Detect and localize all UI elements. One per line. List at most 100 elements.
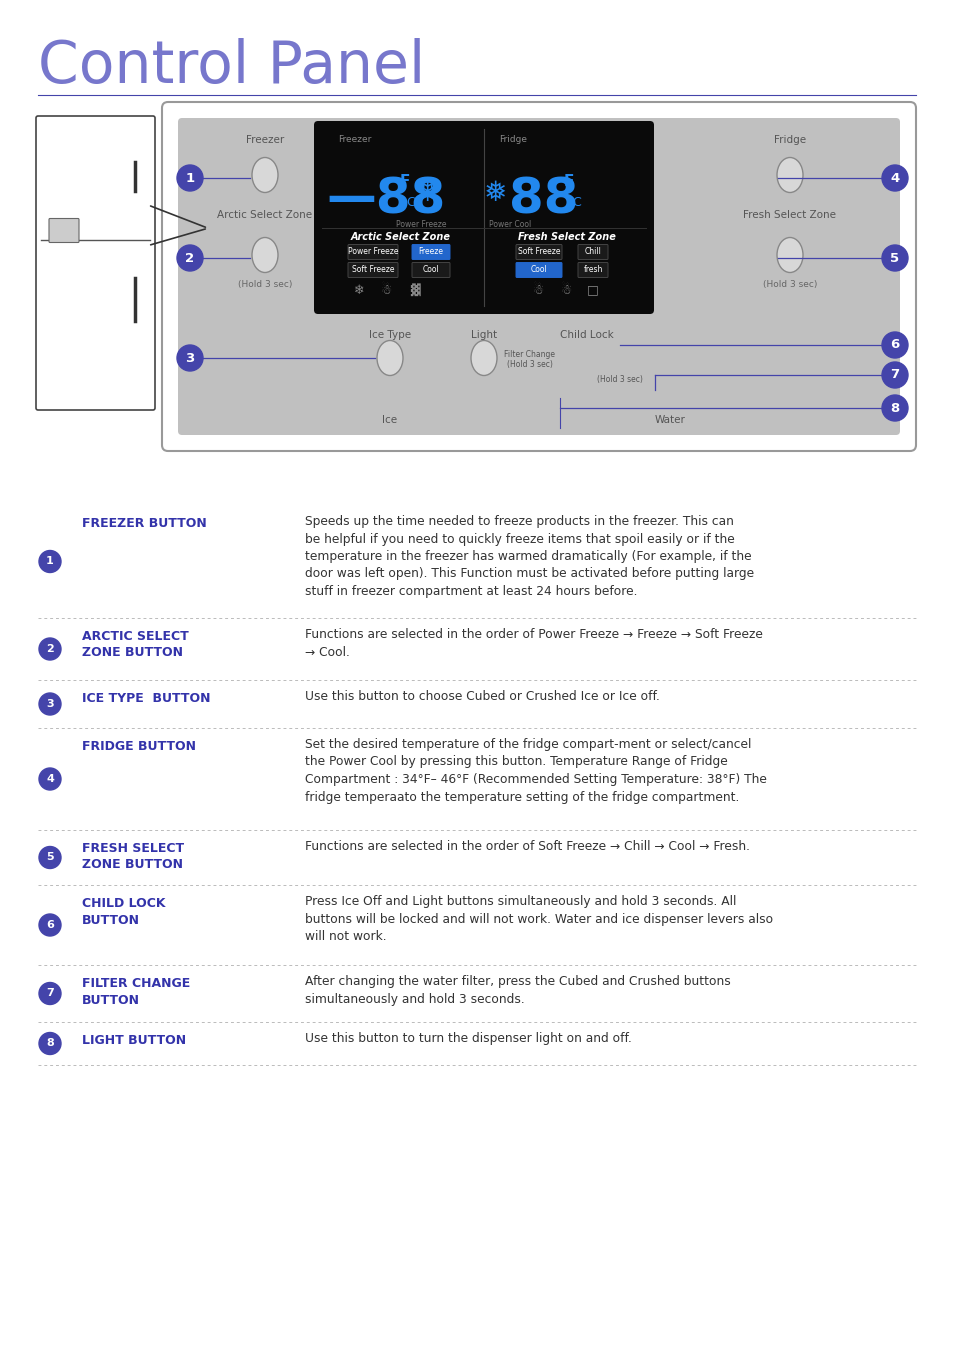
Text: Speeds up the time needed to freeze products in the freezer. This can
be helpful: Speeds up the time needed to freeze prod… [305,514,753,598]
Text: Fresh Select Zone: Fresh Select Zone [742,211,836,220]
Text: fresh: fresh [582,266,602,274]
Text: Arctic Select Zone: Arctic Select Zone [351,232,451,242]
Ellipse shape [252,158,277,193]
Text: F: F [563,174,574,189]
Text: ARCTIC SELECT
ZONE BUTTON: ARCTIC SELECT ZONE BUTTON [82,630,189,660]
Text: 2: 2 [185,251,194,265]
Ellipse shape [776,238,802,273]
Text: FRESH SELECT
ZONE BUTTON: FRESH SELECT ZONE BUTTON [82,842,184,872]
Text: 3: 3 [185,351,194,364]
FancyBboxPatch shape [49,219,79,243]
Text: (Hold 3 sec): (Hold 3 sec) [597,375,642,383]
Text: FILTER CHANGE
BUTTON: FILTER CHANGE BUTTON [82,977,190,1007]
Text: 6: 6 [889,339,899,351]
Text: ❅: ❅ [416,180,439,207]
Text: 7: 7 [46,988,53,999]
Text: FREEZER BUTTON: FREEZER BUTTON [82,517,207,531]
Text: Water: Water [654,414,684,425]
Circle shape [39,639,61,660]
Text: Ice: Ice [382,414,397,425]
Text: LIGHT BUTTON: LIGHT BUTTON [82,1034,186,1048]
Text: After changing the water filter, press the Cubed and Crushed buttons
simultaneou: After changing the water filter, press t… [305,975,730,1006]
Text: Use this button to turn the dispenser light on and off.: Use this button to turn the dispenser li… [305,1031,631,1045]
FancyBboxPatch shape [178,117,899,435]
Text: ☃: ☃ [381,284,393,297]
Text: (Hold 3 sec): (Hold 3 sec) [762,279,817,289]
Ellipse shape [376,340,402,375]
Text: Cool: Cool [422,266,439,274]
Text: Freezer: Freezer [337,135,371,144]
Text: C: C [406,197,415,209]
Text: ICE TYPE  BUTTON: ICE TYPE BUTTON [82,693,211,705]
Text: ☃: ☃ [560,284,572,297]
Circle shape [882,165,907,190]
Text: ❄: ❄ [354,284,364,297]
Text: (Hold 3 sec): (Hold 3 sec) [237,279,292,289]
Text: Light: Light [471,329,497,340]
FancyBboxPatch shape [578,244,607,259]
Text: 1: 1 [185,171,194,185]
Circle shape [39,983,61,1004]
Text: Set the desired temperature of the fridge compart-ment or select/cancel
the Powe: Set the desired temperature of the fridg… [305,738,766,803]
Text: Arctic Select Zone: Arctic Select Zone [217,211,313,220]
Text: FRIDGE BUTTON: FRIDGE BUTTON [82,740,195,753]
Text: ❅: ❅ [484,180,507,207]
Text: Functions are selected in the order of Power Freeze → Freeze → Soft Freeze
→ Coo: Functions are selected in the order of P… [305,628,762,659]
Text: Chill: Chill [584,247,600,256]
Circle shape [882,332,907,358]
Text: 88: 88 [509,176,578,224]
Circle shape [177,165,203,190]
Circle shape [39,1033,61,1054]
Text: Soft Freeze: Soft Freeze [352,266,394,274]
Text: Freezer: Freezer [246,135,284,144]
Text: 5: 5 [889,251,899,265]
Text: –: – [399,194,405,204]
Text: ☃: ☃ [533,284,544,297]
Text: Control Panel: Control Panel [38,38,425,95]
Text: 5: 5 [46,852,53,863]
Ellipse shape [471,340,497,375]
Text: 6: 6 [46,919,54,930]
Text: 8: 8 [46,1038,53,1049]
Text: F: F [399,174,410,189]
Circle shape [39,846,61,868]
Circle shape [39,768,61,790]
Text: 4: 4 [46,774,54,784]
Text: 8: 8 [889,401,899,414]
Text: Cool: Cool [530,266,547,274]
Text: Fresh Select Zone: Fresh Select Zone [517,232,616,242]
Text: Use this button to choose Cubed or Crushed Ice or Ice off.: Use this button to choose Cubed or Crush… [305,690,659,703]
Ellipse shape [252,238,277,273]
FancyBboxPatch shape [516,262,561,278]
Circle shape [177,346,203,371]
FancyBboxPatch shape [162,103,915,451]
FancyBboxPatch shape [412,244,450,259]
Text: —88: —88 [326,176,445,224]
Text: 2: 2 [46,644,53,653]
Circle shape [177,244,203,271]
FancyBboxPatch shape [578,262,607,278]
FancyBboxPatch shape [36,116,154,410]
Text: Child Lock: Child Lock [559,329,613,340]
FancyBboxPatch shape [348,262,397,278]
Circle shape [39,693,61,716]
Text: C: C [572,197,580,209]
Circle shape [882,396,907,421]
FancyBboxPatch shape [516,244,561,259]
Text: Freeze: Freeze [418,247,443,256]
Text: Ice Type: Ice Type [369,329,411,340]
Circle shape [882,362,907,387]
FancyBboxPatch shape [348,244,397,259]
Text: Soft Freeze: Soft Freeze [517,247,559,256]
Circle shape [39,551,61,572]
Text: Fridge: Fridge [498,135,526,144]
Ellipse shape [776,158,802,193]
Text: 1: 1 [46,556,53,567]
Text: ▓: ▓ [410,284,419,297]
Text: CHILD LOCK
BUTTON: CHILD LOCK BUTTON [82,896,165,926]
Text: Power Freeze: Power Freeze [395,220,446,230]
FancyBboxPatch shape [412,262,450,278]
Text: 4: 4 [889,171,899,185]
Text: Functions are selected in the order of Soft Freeze → Chill → Cool → Fresh.: Functions are selected in the order of S… [305,840,749,853]
Circle shape [39,914,61,936]
